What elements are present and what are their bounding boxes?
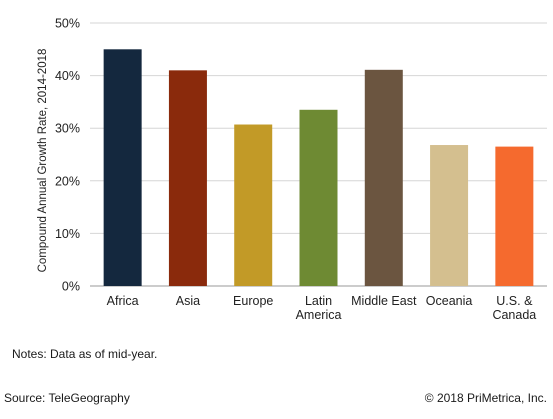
- x-tick-label: U.S. & Canada: [492, 294, 536, 322]
- bar: [234, 124, 273, 286]
- x-tick-label: Oceania: [426, 294, 473, 308]
- y-axis-ticks: 0% 10% 20% 30% 40% 50%: [55, 17, 80, 294]
- bar: [299, 109, 338, 286]
- bar: [495, 146, 534, 286]
- x-tick-label: Asia: [176, 294, 200, 308]
- y-tick-label: 0%: [62, 280, 80, 294]
- bars: [103, 49, 534, 287]
- bar: [430, 145, 469, 286]
- bar: [364, 69, 403, 287]
- chart-notes: Notes: Data as of mid-year.: [12, 347, 158, 361]
- x-axis-categories: Africa Asia Europe Latin America Middle East O…: [107, 294, 537, 322]
- y-tick-label: 40%: [55, 69, 80, 83]
- chart-source: Source: TeleGeography: [4, 391, 130, 405]
- x-tick-label: Middle East: [351, 294, 417, 308]
- y-tick-label: 50%: [55, 17, 80, 31]
- y-tick-label: 20%: [55, 174, 80, 188]
- x-tick-label: Europe: [233, 294, 273, 308]
- chart-copyright: © 2018 PriMetrica, Inc.: [424, 391, 547, 405]
- x-tick-label: Latin America: [296, 294, 342, 322]
- bar-chart: 0% 10% 20% 30% 40% 50% Africa Asia Europe Latin A…: [37, 17, 547, 322]
- bar: [168, 70, 207, 286]
- y-tick-label: 10%: [55, 227, 80, 241]
- x-tick-label: Africa: [107, 294, 139, 308]
- y-tick-label: 30%: [55, 122, 80, 136]
- bar: [103, 49, 142, 286]
- y-axis-label: Compound Annual Growth Rate, 2014-2018: [37, 49, 49, 273]
- chart: 0% 10% 20% 30% 40% 50% Africa Asia Europe Latin A…: [37, 17, 547, 322]
